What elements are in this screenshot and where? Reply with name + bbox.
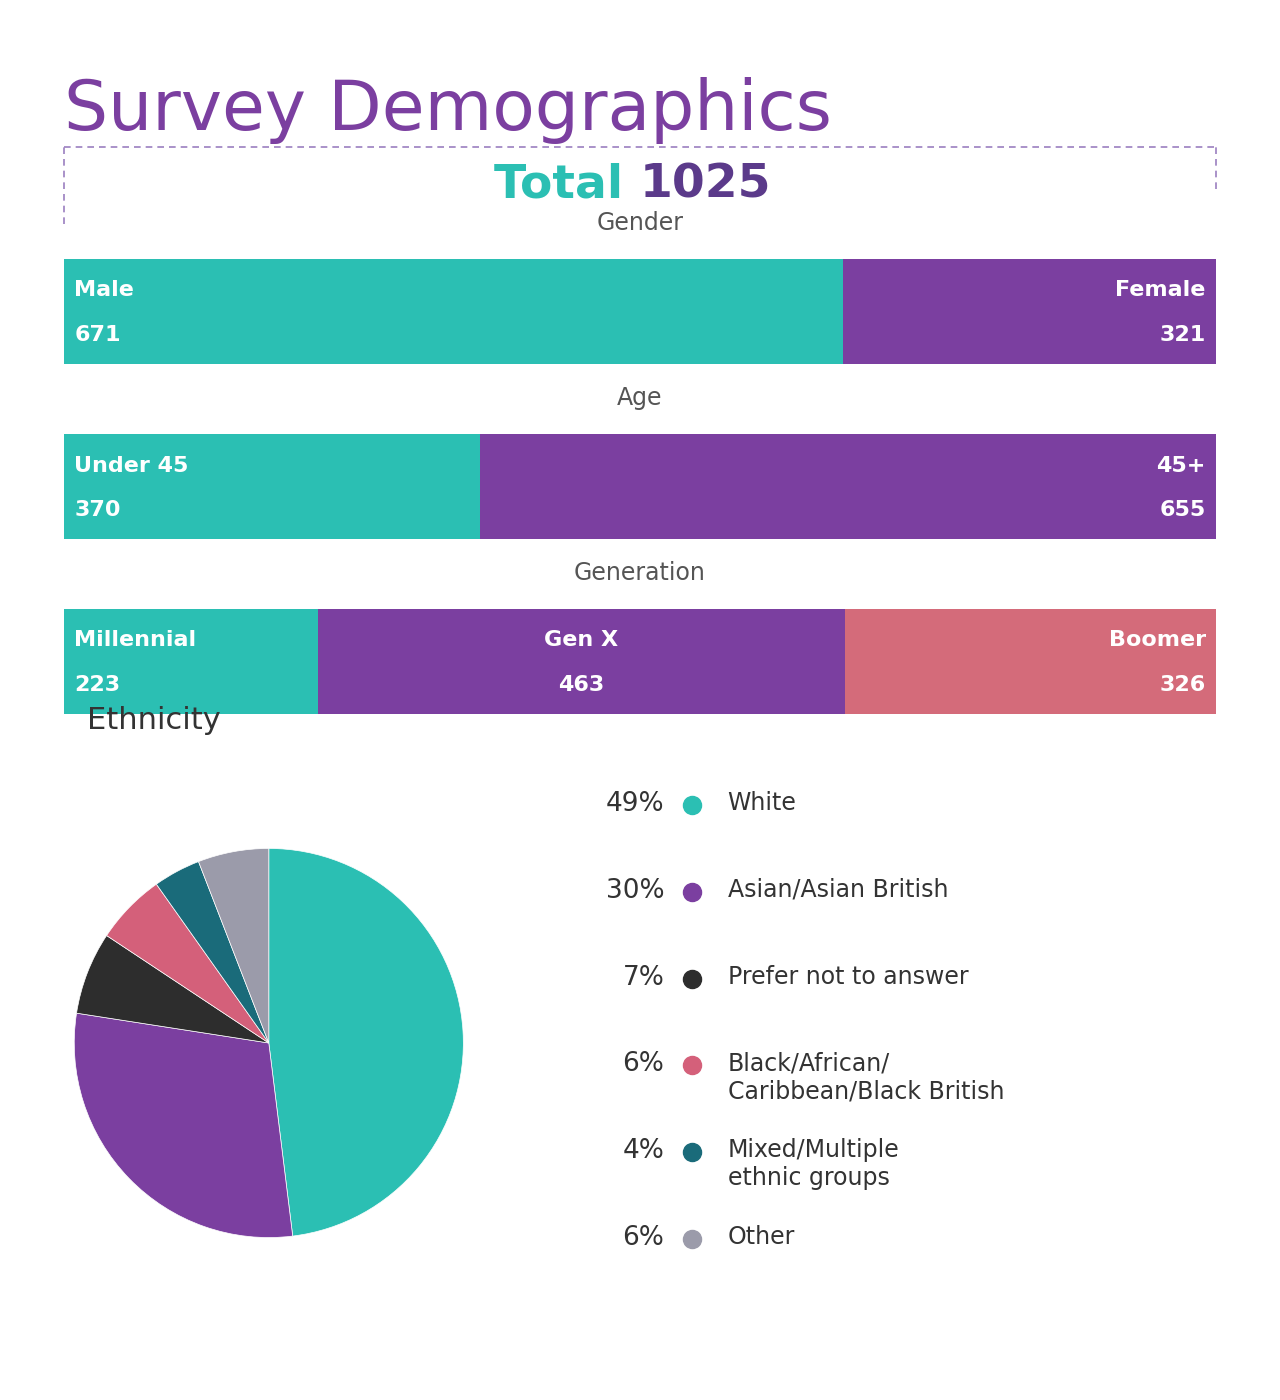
Text: White: White bbox=[728, 791, 796, 815]
Text: 1025: 1025 bbox=[640, 162, 772, 207]
Text: Gender: Gender bbox=[596, 211, 684, 235]
Wedge shape bbox=[74, 1014, 293, 1238]
Wedge shape bbox=[156, 861, 269, 1043]
Text: 326: 326 bbox=[1160, 675, 1206, 694]
Text: Under 45: Under 45 bbox=[74, 455, 188, 476]
Text: 49%: 49% bbox=[605, 791, 664, 818]
Text: 655: 655 bbox=[1160, 500, 1206, 519]
Text: Mixed/Multiple
ethnic groups: Mixed/Multiple ethnic groups bbox=[728, 1138, 900, 1190]
Text: Black/African/
Caribbean/Black British: Black/African/ Caribbean/Black British bbox=[728, 1051, 1005, 1103]
Wedge shape bbox=[198, 848, 269, 1043]
Text: Prefer not to answer: Prefer not to answer bbox=[728, 965, 968, 988]
Text: 6%: 6% bbox=[622, 1051, 664, 1078]
Text: 4%: 4% bbox=[622, 1138, 664, 1165]
Wedge shape bbox=[77, 935, 269, 1043]
Text: Survey Demographics: Survey Demographics bbox=[64, 77, 832, 144]
Text: Asian/Asian British: Asian/Asian British bbox=[728, 878, 948, 902]
Text: 30%: 30% bbox=[605, 878, 664, 904]
Text: Ethnicity: Ethnicity bbox=[87, 706, 220, 735]
Text: Age: Age bbox=[617, 386, 663, 410]
Text: Gen X: Gen X bbox=[544, 630, 618, 651]
Wedge shape bbox=[106, 885, 269, 1043]
Text: 6%: 6% bbox=[622, 1225, 664, 1252]
Text: 671: 671 bbox=[74, 325, 120, 344]
Wedge shape bbox=[269, 848, 463, 1236]
Text: Other: Other bbox=[728, 1225, 795, 1249]
Text: 321: 321 bbox=[1160, 325, 1206, 344]
Text: Female: Female bbox=[1115, 280, 1206, 301]
Text: Male: Male bbox=[74, 280, 134, 301]
Text: 370: 370 bbox=[74, 500, 120, 519]
Text: Generation: Generation bbox=[573, 561, 707, 585]
Text: 463: 463 bbox=[558, 675, 604, 694]
Text: 7%: 7% bbox=[622, 965, 664, 991]
Text: 45+: 45+ bbox=[1156, 455, 1206, 476]
Text: Total: Total bbox=[494, 162, 640, 207]
Text: Boomer: Boomer bbox=[1108, 630, 1206, 651]
Text: 223: 223 bbox=[74, 675, 120, 694]
Text: Millennial: Millennial bbox=[74, 630, 196, 651]
